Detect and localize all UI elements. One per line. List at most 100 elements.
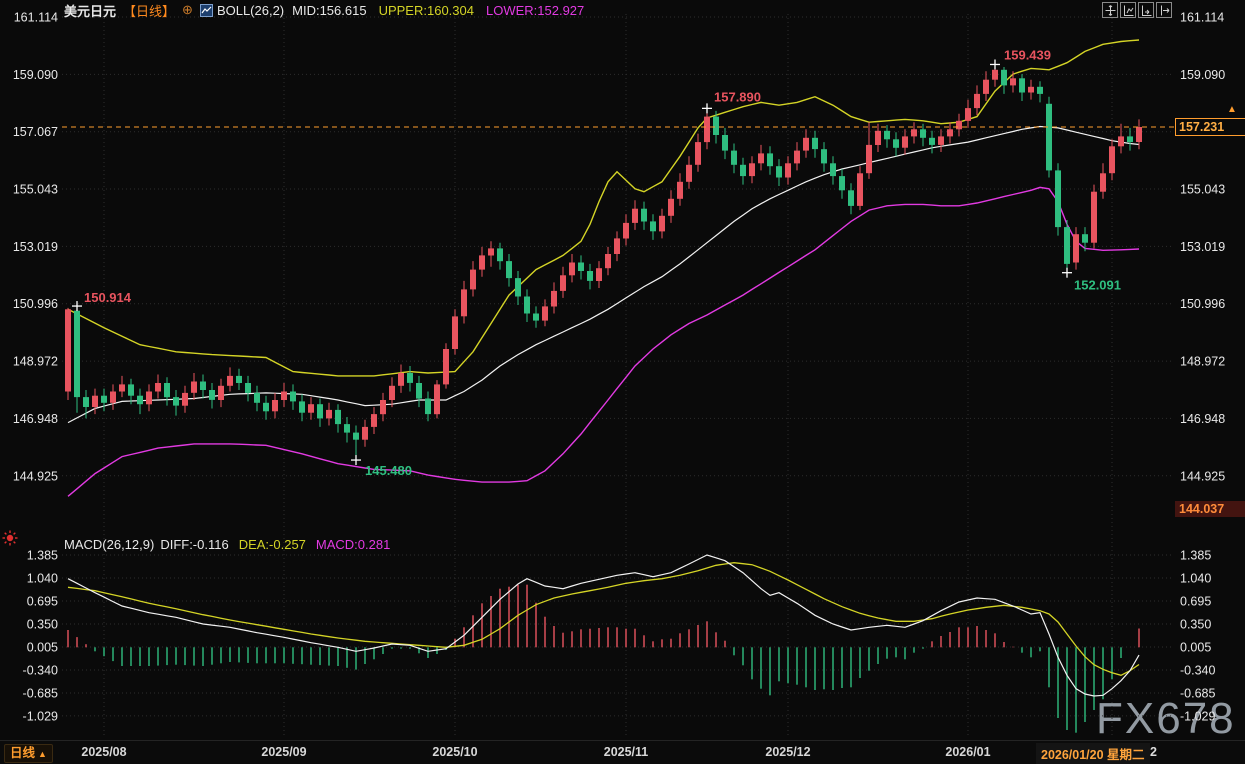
price-axis-label: 144.925: [13, 469, 58, 483]
candle-body: [875, 130, 881, 145]
candle-body: [200, 381, 206, 390]
candle-body: [659, 215, 665, 232]
live-indicator-icon: [1, 529, 19, 547]
x-axis-label: 2025/11: [603, 745, 649, 759]
price-axis-label: 161.114: [14, 11, 58, 25]
candle-body: [1001, 69, 1007, 86]
candle-body: [146, 391, 152, 405]
price-axis-label: 150.996: [13, 297, 58, 311]
price-axis-label: 0.695: [1180, 595, 1211, 609]
x-axis-label: 2025/08: [81, 745, 127, 759]
candle-body: [677, 181, 683, 199]
macd-header: MACD(26,12,9) DIFF:-0.116 DEA:-0.257 MAC…: [64, 536, 390, 552]
candle-body: [1091, 191, 1097, 243]
candle-body: [308, 404, 314, 413]
candle-body: [569, 262, 575, 276]
price-axis-label: 146.948: [13, 412, 58, 426]
current-price-label[interactable]: 157.231: [1175, 118, 1245, 136]
candle-body: [245, 383, 251, 393]
candle-body: [254, 392, 260, 403]
candle-body: [263, 402, 269, 412]
x-axis-label: 2025/12: [765, 745, 811, 759]
candle-body: [533, 313, 539, 321]
candle-body: [695, 142, 701, 165]
candle-body: [551, 290, 557, 307]
candle-body: [947, 129, 953, 137]
candle-body: [506, 261, 512, 279]
chevron-up-icon: ▲: [38, 749, 47, 759]
candle-body: [191, 381, 197, 393]
macd-dea-line: [67, 562, 1140, 676]
candle-body: [767, 153, 773, 167]
price-axis-label: 150.996: [1180, 297, 1225, 311]
candle-body: [614, 238, 620, 254]
target-plus-icon[interactable]: ⊕: [182, 2, 193, 17]
price-axis-label: -0.340: [1180, 664, 1215, 678]
candle-body: [929, 137, 935, 145]
candle-body: [803, 137, 809, 151]
price-axis-label: 146.948: [1180, 412, 1225, 426]
price-axis-label: 1.385: [1180, 549, 1211, 563]
candle-body: [515, 278, 521, 297]
candle-body: [353, 432, 359, 440]
macd-diff-value: DIFF:-0.116: [160, 536, 229, 552]
candle-body: [416, 383, 422, 399]
price-axis-label: 0.005: [27, 641, 58, 655]
x-axis-label: 2026/01: [945, 745, 991, 759]
fit-y-axis-icon[interactable]: [1120, 2, 1136, 18]
candle-body: [164, 383, 170, 398]
candle-body: [974, 93, 980, 109]
candle-body: [371, 414, 377, 427]
candle-body: [578, 262, 584, 271]
axis-toolbar: [1102, 2, 1172, 18]
candle-body: [1100, 173, 1106, 192]
boll-mid-band-line: [67, 125, 1140, 424]
candle-body: [821, 149, 827, 164]
candle-body: [1064, 227, 1070, 264]
price-axis-label: 1.385: [27, 549, 58, 563]
pan-tool-icon[interactable]: [1102, 2, 1118, 18]
candle-body: [155, 383, 161, 392]
x-axis-trailing-label: 2: [1150, 745, 1157, 759]
price-annotation: 157.890: [714, 89, 761, 104]
current-date-badge: 2026/01/20 星期二: [1036, 743, 1150, 764]
candle-body: [794, 150, 800, 164]
macd-params-label: MACD(26,12,9): [64, 536, 155, 552]
price-axis-label: -0.685: [1180, 687, 1215, 701]
candle-body: [281, 391, 287, 400]
price-axis-label: 0.350: [27, 618, 58, 632]
price-axis-label: 148.972: [1180, 355, 1225, 369]
candle-body: [650, 221, 656, 232]
price-axis-label: 144.925: [1180, 469, 1225, 483]
fit-x-axis-icon[interactable]: [1138, 2, 1154, 18]
candle-body: [632, 208, 638, 223]
candle-body: [92, 395, 98, 407]
candle-body: [866, 144, 872, 174]
candle-body: [218, 385, 224, 400]
period-selector-button[interactable]: 日线 ▲: [4, 744, 53, 763]
candle-body: [209, 390, 215, 400]
price-axis-label: 153.019: [1180, 240, 1225, 254]
candle-body: [1028, 86, 1034, 93]
candle-body: [101, 395, 107, 403]
candle-body: [893, 139, 899, 148]
boll-upper-value: UPPER:160.304: [378, 2, 474, 18]
chart-header: 美元日元 【日线】 ⊕ BOLL(26,2) MID:156.615 UPPER…: [64, 2, 585, 19]
candle-body: [830, 163, 836, 177]
candle-body: [524, 296, 530, 314]
watermark: FX678: [1096, 694, 1236, 743]
price-axis-label: 155.043: [13, 183, 58, 197]
shift-right-icon[interactable]: [1156, 2, 1172, 18]
candle-body: [1055, 170, 1061, 228]
candle-body: [74, 310, 80, 398]
boll-lower-value: LOWER:152.927: [485, 2, 585, 18]
candle-body: [938, 136, 944, 145]
price-axis-label: -1.029: [23, 709, 58, 723]
price-axis-label: -1.029: [1180, 709, 1215, 723]
candle-body: [749, 163, 755, 177]
candle-body: [758, 153, 764, 164]
price-axis-label: 0.350: [1180, 618, 1211, 632]
candle-body: [335, 409, 341, 425]
candle-body: [848, 190, 854, 206]
